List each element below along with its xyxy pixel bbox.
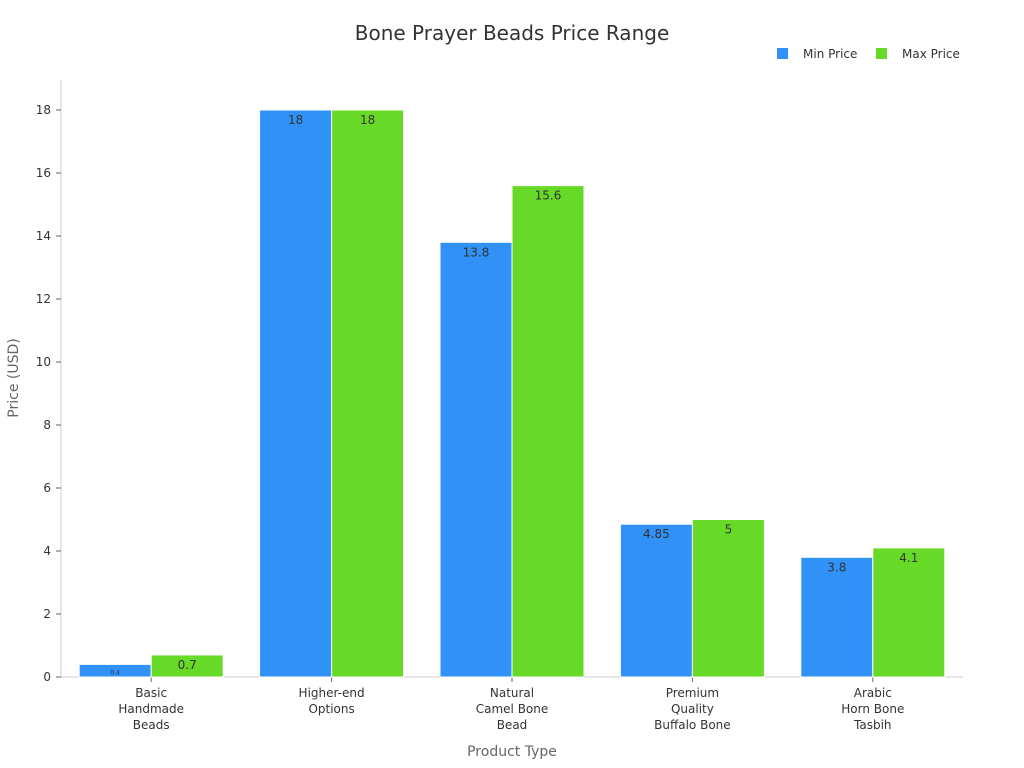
y-tick-label: 18 (36, 103, 51, 117)
data-label: 5 (725, 523, 733, 537)
x-tick-label: Basic Handmade Beads (118, 686, 184, 732)
data-label: 0.4 (110, 669, 120, 676)
x-axis-label: Product Type (467, 744, 557, 760)
y-tick-label: 4 (43, 544, 51, 558)
bar-max-price[interactable] (331, 109, 405, 678)
legend-swatch (777, 48, 788, 59)
bar-max-price[interactable] (150, 654, 224, 678)
y-tick-label: 6 (43, 481, 51, 495)
y-axis-label: Price (USD) (6, 338, 22, 417)
data-label: 3.8 (827, 560, 846, 574)
x-tick-label: Premium Quality Buffalo Bone (654, 686, 731, 732)
y-tick-label: 12 (36, 292, 51, 306)
y-tick-label: 14 (36, 229, 51, 243)
y-tick-label: 8 (43, 418, 51, 432)
data-label: 15.6 (535, 189, 562, 203)
x-tick-label: Arabic Horn Bone Tasbih (841, 686, 904, 732)
bar-max-price[interactable] (691, 519, 765, 678)
legend-label[interactable]: Min Price (803, 47, 857, 61)
data-label: 0.7 (178, 658, 197, 672)
bar-max-price[interactable] (511, 185, 585, 678)
bar-min-price[interactable] (259, 109, 333, 678)
bar-min-price[interactable] (800, 556, 874, 678)
bar-min-price[interactable] (619, 523, 693, 678)
data-label: 18 (360, 113, 375, 127)
y-tick-label: 2 (43, 607, 51, 621)
y-tick-label: 0 (43, 670, 51, 684)
legend: Min Price Max Price (777, 47, 960, 61)
legend-swatch (876, 48, 887, 59)
x-tick-label: Natural Camel Bone Bead (476, 686, 549, 732)
x-tick-label: Higher-end Options (299, 686, 365, 716)
chart-title: Bone Prayer Beads Price Range (355, 21, 670, 45)
y-tick-label: 10 (36, 355, 51, 369)
data-label: 13.8 (463, 245, 490, 259)
bar-max-price[interactable] (872, 547, 946, 678)
data-label: 18 (288, 113, 303, 127)
data-label: 4.1 (899, 551, 918, 565)
data-label: 4.85 (643, 527, 670, 541)
legend-label[interactable]: Max Price (902, 47, 960, 61)
y-tick-label: 16 (36, 166, 51, 180)
bar-min-price[interactable] (439, 241, 513, 678)
